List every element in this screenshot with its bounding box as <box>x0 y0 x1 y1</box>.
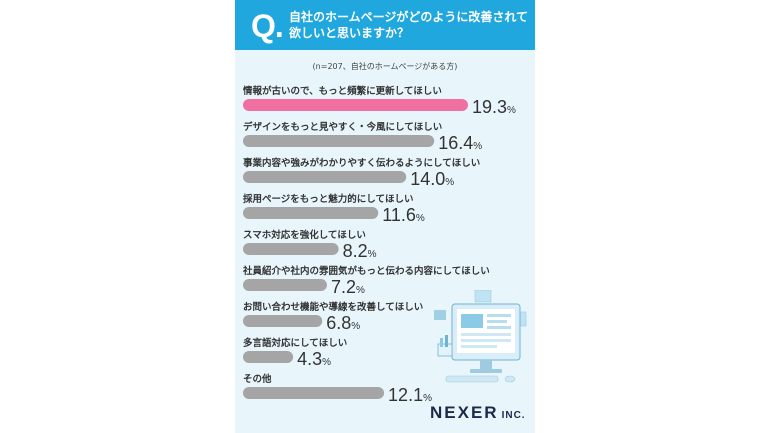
value-label: 4.3% <box>297 349 331 369</box>
value-label: 19.3% <box>472 97 516 117</box>
value-label: 7.2% <box>331 277 365 297</box>
bar <box>243 315 323 327</box>
value-label: 14.0% <box>410 169 454 189</box>
value-label: 8.2% <box>343 241 377 261</box>
brand-name: NEXER <box>430 403 499 422</box>
bar <box>243 351 294 363</box>
value-label: 16.4% <box>438 133 482 153</box>
q-mark: Q. <box>251 8 284 44</box>
category-label: その他 <box>243 373 272 385</box>
category-label: 多言語対応にしてほしい <box>243 337 347 349</box>
value-label: 12.1% <box>388 385 432 405</box>
bar <box>243 387 385 399</box>
category-label: デザインをもっと見やすく・今風にしてほしい <box>243 121 442 133</box>
category-label: 事業内容や強みがわかりやすく伝わるようにしてほしい <box>243 157 480 169</box>
bar-chart: 情報が古いので、もっと頻繁に更新してほしい 19.3% デザインをもっと見やすく・今… <box>242 85 516 405</box>
bar <box>243 135 435 147</box>
bar <box>243 171 407 183</box>
question-line-2: 欲しいと思いますか？ <box>289 26 410 40</box>
category-label: 社員紹介や社内の雰囲気がもっと伝わる内容にしてほしい <box>242 265 490 277</box>
category-label: 情報が古いので、もっと頻繁に更新してほしい <box>242 85 442 97</box>
monitor-illustration <box>434 290 527 383</box>
question-text: 自社のホームページがどのように改善されて 欲しいと思いますか？ <box>289 9 529 41</box>
category-label: 採用ページをもっと魅力的にしてほしい <box>243 193 414 205</box>
bar <box>243 279 327 291</box>
brand-suffix: INC. <box>501 410 526 421</box>
bar <box>243 99 468 111</box>
category-label: お問い合わせ機能や導線を改善してほしい <box>243 301 423 313</box>
bar <box>243 243 339 255</box>
value-label: 11.6% <box>382 205 425 225</box>
value-label: 6.8% <box>326 313 360 333</box>
bar <box>243 207 379 219</box>
survey-card: Q. 自社のホームページがどのように改善されて 欲しいと思いますか？ (n=20… <box>235 0 535 433</box>
category-label: スマホ対応を強化してほしい <box>243 229 366 241</box>
question-line-1: 自社のホームページがどのように改善されて <box>289 10 529 24</box>
brand-logo: NEXER INC. <box>430 403 526 423</box>
question-header: Q. 自社のホームページがどのように改善されて 欲しいと思いますか？ <box>235 0 535 50</box>
sample-note: (n=207、自社のホームページがある方) <box>312 62 458 71</box>
